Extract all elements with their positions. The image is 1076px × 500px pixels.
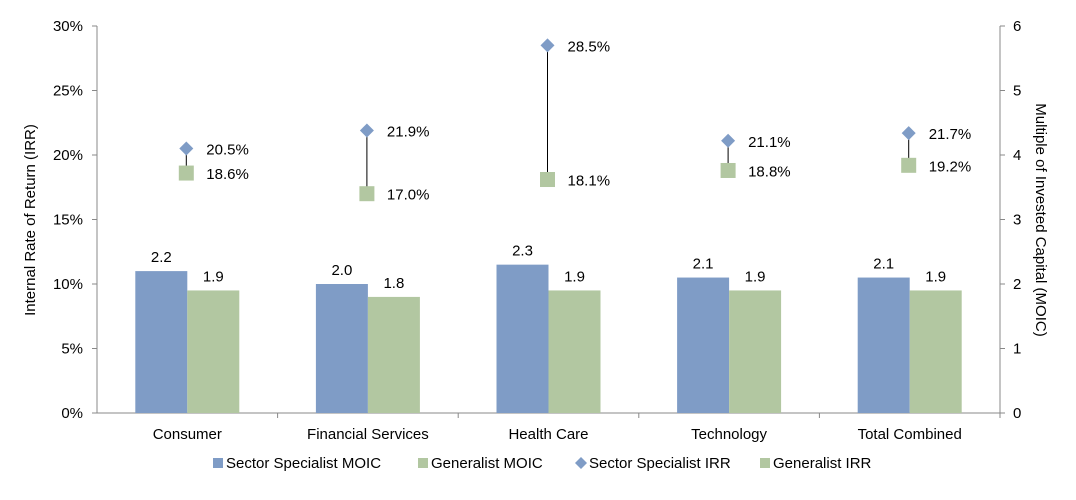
category-label: Total Combined — [858, 426, 962, 443]
legend-label: Sector Specialist IRR — [589, 455, 731, 472]
bar-label-sector-specialist-moic: 2.2 — [151, 249, 172, 266]
left-tick-label: 5% — [61, 341, 83, 358]
y2-axis-title: Multiple of Invested Capital (MOIC) — [1032, 103, 1049, 336]
right-tick-label: 2 — [1013, 276, 1021, 293]
marker-generalist-irr — [178, 165, 194, 181]
bar-label-generalist-moic: 1.9 — [745, 268, 766, 285]
irr-label-sector-specialist: 21.7% — [929, 126, 972, 143]
marker-generalist-irr — [540, 172, 555, 188]
left-tick-label: 25% — [53, 83, 83, 100]
bar-sector-specialist-moic — [135, 271, 188, 413]
left-tick-label: 30% — [53, 18, 83, 35]
right-tick-label: 4 — [1013, 147, 1021, 164]
bar-generalist-moic — [548, 290, 601, 413]
bar-label-sector-specialist-moic: 2.1 — [693, 256, 714, 273]
right-tick-label: 0 — [1013, 405, 1021, 422]
irr-label-generalist: 17.0% — [387, 187, 430, 204]
irr-label-sector-specialist: 28.5% — [568, 38, 611, 55]
bar-generalist-moic — [729, 290, 782, 413]
bar-sector-specialist-moic — [315, 284, 368, 413]
marker-sector-specialist-irr — [540, 38, 555, 53]
bar-generalist-moic — [367, 296, 420, 413]
irr-label-generalist: 18.1% — [568, 173, 611, 190]
marker-sector-specialist-irr — [901, 126, 916, 141]
left-tick-label: 20% — [53, 147, 83, 164]
marker-generalist-irr — [901, 157, 917, 173]
legend-label: Generalist IRR — [773, 455, 872, 472]
bar-generalist-moic — [187, 290, 240, 413]
irr-label-sector-specialist: 21.1% — [748, 134, 791, 151]
category-label: Health Care — [508, 426, 588, 443]
irr-label-generalist: 18.6% — [206, 166, 249, 183]
bar-label-generalist-moic: 1.9 — [203, 268, 224, 285]
irr-label-sector-specialist: 21.9% — [387, 123, 430, 140]
right-tick-label: 5 — [1013, 83, 1021, 100]
bar-label-generalist-moic: 1.9 — [564, 268, 585, 285]
bar-sector-specialist-moic — [857, 277, 910, 413]
irr-label-generalist: 18.8% — [748, 163, 791, 180]
marker-generalist-irr — [359, 186, 375, 202]
left-tick-label: 15% — [53, 212, 83, 229]
legend-square-icon — [213, 458, 223, 468]
y-axis-title: Internal Rate of Return (IRR) — [22, 124, 39, 316]
bar-sector-specialist-moic — [677, 277, 730, 413]
bar-label-sector-specialist-moic: 2.3 — [512, 243, 533, 260]
marker-generalist-irr — [720, 162, 736, 178]
marker-sector-specialist-irr — [179, 141, 194, 156]
category-label: Technology — [691, 426, 767, 443]
irr-label-generalist: 19.2% — [929, 158, 972, 175]
right-tick-label: 1 — [1013, 341, 1021, 358]
category-label: Financial Services — [307, 426, 429, 443]
bar-label-generalist-moic: 1.8 — [383, 275, 404, 292]
marker-sector-specialist-irr — [721, 133, 736, 148]
marker-sector-specialist-irr — [359, 123, 374, 138]
legend-diamond-icon — [575, 457, 587, 469]
bar-generalist-moic — [909, 290, 962, 413]
bar-label-sector-specialist-moic: 2.0 — [331, 262, 352, 279]
legend-label: Sector Specialist MOIC — [226, 455, 381, 472]
left-tick-label: 0% — [61, 405, 83, 422]
bar-label-generalist-moic: 1.9 — [925, 268, 946, 285]
bar-sector-specialist-moic — [496, 264, 549, 413]
irr-label-sector-specialist: 20.5% — [206, 142, 249, 159]
legend-square-icon — [418, 458, 428, 468]
left-tick-label: 10% — [53, 276, 83, 293]
category-label: Consumer — [153, 426, 222, 443]
legend-square-icon — [760, 458, 770, 468]
right-tick-label: 3 — [1013, 212, 1021, 229]
bar-label-sector-specialist-moic: 2.1 — [873, 256, 894, 273]
right-tick-label: 6 — [1013, 18, 1021, 35]
legend-label: Generalist MOIC — [431, 455, 543, 472]
